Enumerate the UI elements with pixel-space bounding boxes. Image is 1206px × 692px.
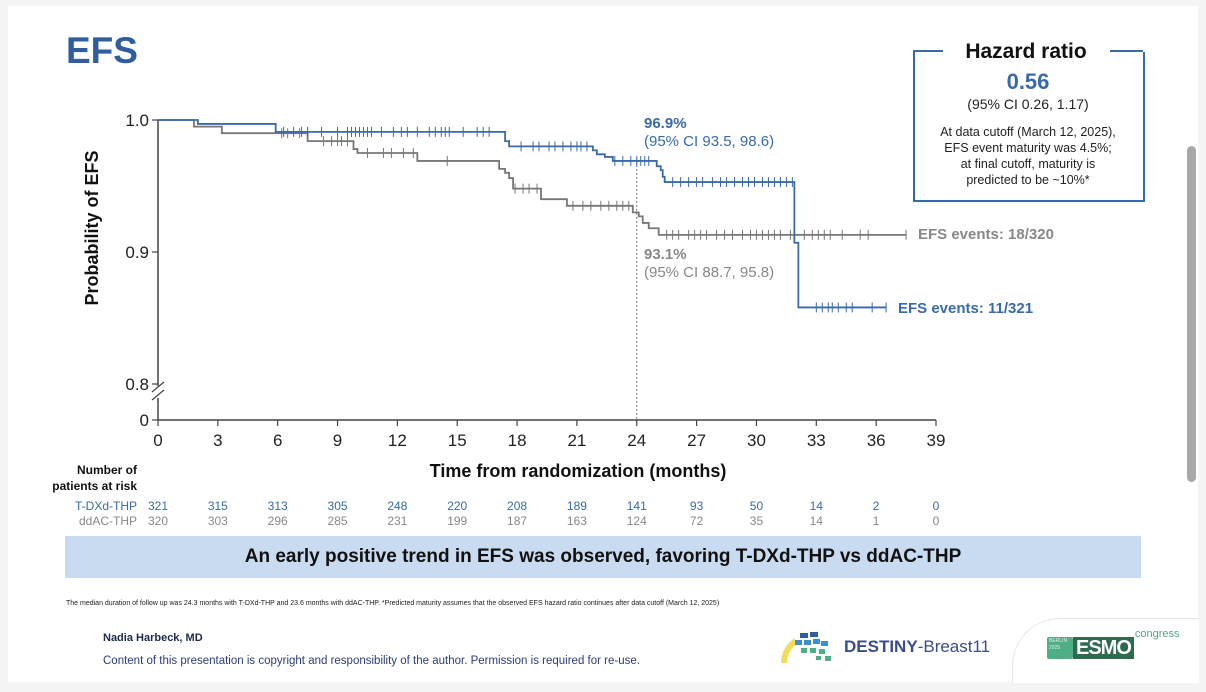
destiny-arc-icon (780, 632, 831, 664)
hazard-ratio-note-line: EFS event maturity was 4.5%; (944, 141, 1112, 155)
risk-value: 315 (207, 499, 228, 513)
esmo-congress-logo: BERLIN 2025 ESMO congress (1047, 628, 1180, 660)
annotation-tdxd-value: 96.9% (644, 115, 687, 132)
risk-value: 305 (327, 499, 348, 513)
x-tick-label: 33 (807, 431, 826, 450)
risk-value: 141 (626, 499, 647, 513)
risk-value: 187 (507, 514, 528, 528)
risk-value: 0 (932, 499, 940, 513)
events-label-ddac: EFS events: 18/320 (918, 226, 1054, 243)
risk-value: 2 (872, 499, 880, 513)
x-tick-label: 15 (448, 431, 467, 450)
vertical-scrollbar[interactable] (1187, 146, 1196, 482)
author-name: Nadia Harbeck, MD (103, 632, 203, 644)
risk-value: 231 (387, 514, 408, 528)
y-axis-label: Probability of EFS (82, 150, 102, 305)
x-tick-label: 21 (567, 431, 586, 450)
hazard-ratio-box-border-left (913, 50, 943, 52)
hazard-ratio-note-line: at final cutoff, maturity is (960, 157, 1096, 171)
x-tick-label: 39 (927, 431, 946, 450)
annotation-ddac-ci: (95% CI 88.7, 95.8) (644, 264, 774, 281)
risk-value: 124 (626, 514, 647, 528)
annotation-tdxd-ci: (95% CI 93.5, 98.6) (644, 133, 774, 150)
congress-location-badge: BERLIN 2025 (1047, 637, 1073, 659)
hazard-ratio-note-line: At data cutoff (March 12, 2025), (940, 125, 1116, 139)
risk-value: 313 (267, 499, 288, 513)
slide-title: EFS (66, 30, 138, 71)
x-tick-label: 9 (333, 431, 342, 450)
trial-name-rest: -Breast11 (917, 637, 991, 656)
risk-value: 199 (447, 514, 468, 528)
risk-value: 320 (147, 514, 169, 528)
hazard-ratio-box (913, 52, 1145, 202)
risk-value: 220 (447, 499, 468, 513)
risk-value: 321 (147, 499, 169, 513)
risk-value: 50 (749, 499, 764, 513)
copyright-notice: Content of this presentation is copyrigh… (103, 655, 640, 667)
risk-value: 35 (749, 514, 764, 528)
x-axis-label: Time from randomization (months) (430, 461, 727, 481)
destiny-breast11-wordmark: DESTINY-Breast11 (844, 637, 990, 657)
hazard-ratio-box-border-right (1110, 50, 1143, 52)
km-curve-t-dxd-thp (158, 119, 887, 309)
conclusion-banner: An early positive trend in EFS was obser… (65, 536, 1141, 578)
risk-row-label-tdxd: T-DXd-THP (74, 499, 137, 513)
y-tick-label: 0.9 (125, 243, 149, 262)
x-tick-label: 0 (153, 431, 162, 450)
events-label-tdxd: EFS events: 11/321 (898, 300, 1033, 317)
destiny-breast11-logo: DESTINY-Breast11 (780, 628, 990, 666)
hazard-ratio-note: At data cutoff (March 12, 2025), EFS eve… (918, 124, 1138, 188)
x-tick-label: 12 (388, 431, 407, 450)
risk-row-label-ddac: ddAC-THP (78, 514, 137, 528)
x-tick-label: 27 (687, 431, 706, 450)
axis-break-mark (151, 381, 165, 393)
congress-logo-panel (1012, 618, 1199, 683)
hazard-ratio-ci: (95% CI 0.26, 1.17) (967, 96, 1089, 112)
x-tick-label: 30 (747, 431, 766, 450)
hazard-ratio-value: 0.56 (1006, 69, 1050, 94)
risk-table-header-line: Number of (77, 463, 137, 477)
congress-label: congress (1134, 628, 1180, 640)
risk-value: 163 (566, 514, 587, 528)
risk-value: 208 (507, 499, 528, 513)
risk-value: 303 (207, 514, 228, 528)
curves (158, 119, 907, 420)
x-tick-label: 6 (273, 431, 282, 450)
risk-value: 14 (809, 499, 823, 513)
y-tick-label: 0 (140, 411, 149, 430)
x-tick-label: 24 (627, 431, 646, 450)
hazard-ratio-note-line: predicted to be ~10%* (966, 173, 1090, 187)
risk-value: 1 (872, 514, 880, 528)
risk-value: 93 (689, 499, 704, 513)
risk-value: 285 (327, 514, 348, 528)
y-tick-label: 0.8 (125, 375, 149, 394)
x-tick-label: 3 (213, 431, 222, 450)
hazard-ratio-title: Hazard ratio (965, 40, 1087, 63)
risk-table-header-line: patients at risk (52, 479, 137, 493)
risk-value: 72 (689, 514, 704, 528)
risk-value: 14 (809, 514, 823, 528)
annotation-ddac-value: 93.1% (644, 246, 687, 263)
chart-labels: Probability of EFS Time from randomizati… (82, 115, 1054, 481)
axes: 00.80.91.00 3 6 9 12 15 18 21 24 27 30 33 36 39 (125, 111, 945, 450)
risk-value: 0 (932, 514, 940, 528)
x-tick-label: 18 (508, 431, 527, 450)
y-tick-label: 1.0 (125, 111, 149, 130)
risk-value: 248 (387, 499, 408, 513)
x-tick-label: 36 (867, 431, 886, 450)
risk-table-header: Number of patients at risk (40, 462, 137, 494)
km-curve-ddac-thp (158, 119, 907, 236)
esmo-wordmark: ESMO (1073, 637, 1134, 659)
axis-break-mark (151, 389, 165, 401)
risk-value: 189 (566, 499, 587, 513)
footnote: The median duration of follow up was 24.… (66, 600, 720, 607)
trial-name-bold: DESTINY (844, 637, 918, 656)
risk-value: 296 (267, 514, 288, 528)
